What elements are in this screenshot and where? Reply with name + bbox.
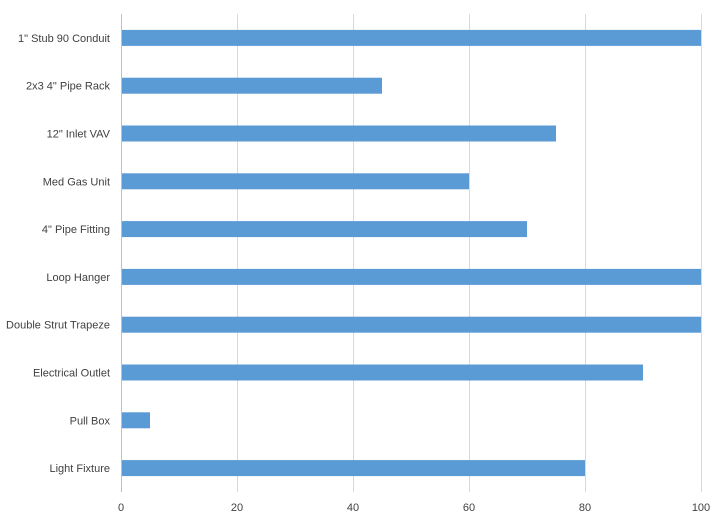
category-labels: 1" Stub 90 Conduit 2x3 4" Pipe Rack 12" In…	[6, 33, 111, 475]
x-tick-label: 60	[463, 502, 475, 514]
category-label: Double Strut Trapeze	[6, 320, 110, 332]
x-tick-label: 40	[347, 502, 359, 514]
category-label: Med Gas Unit	[43, 176, 110, 188]
bar	[121, 268, 701, 285]
x-tick-label: 20	[231, 502, 243, 514]
bar	[121, 173, 469, 190]
bar	[121, 412, 150, 429]
bar	[121, 77, 382, 94]
bar	[121, 221, 527, 238]
category-label: Loop Hanger	[46, 272, 110, 284]
category-label: 1" Stub 90 Conduit	[18, 33, 110, 45]
bar	[121, 29, 701, 46]
category-label: Light Fixture	[49, 463, 110, 475]
bar	[121, 125, 556, 142]
category-label: Electrical Outlet	[33, 368, 110, 380]
x-tick-label: 100	[692, 502, 710, 514]
category-label: 12" Inlet VAV	[47, 129, 111, 141]
bars	[121, 29, 701, 477]
category-label: 4" Pipe Fitting	[42, 224, 110, 236]
bar	[121, 364, 643, 381]
x-tick-label: 0	[118, 502, 124, 514]
x-tick-label: 80	[579, 502, 591, 514]
bar	[121, 316, 701, 333]
x-tick-labels: 0 20 40 60 80 100	[118, 502, 710, 514]
category-label: Pull Box	[70, 415, 111, 427]
bar	[121, 460, 585, 477]
category-label: 2x3 4" Pipe Rack	[26, 81, 111, 93]
